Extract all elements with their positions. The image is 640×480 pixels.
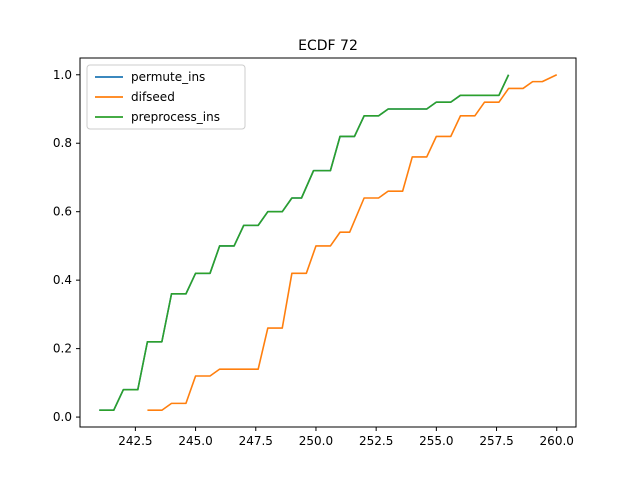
legend-label-preprocess_ins: preprocess_ins	[131, 110, 220, 124]
legend-label-permute_ins: permute_ins	[131, 70, 205, 84]
x-tick-label: 252.5	[359, 434, 393, 448]
x-tick-label: 247.5	[239, 434, 273, 448]
series-line-preprocess_ins	[99, 74, 510, 412]
plot-area	[99, 74, 558, 412]
y-tick-label: 0.0	[53, 410, 72, 424]
y-tick-label: 1.0	[53, 68, 72, 82]
axes-frame	[79, 57, 577, 428]
x-tick-label: 242.5	[118, 434, 152, 448]
y-tick-label: 0.8	[53, 136, 72, 150]
series-line-difseed	[147, 74, 558, 412]
chart-title: ECDF 72	[298, 38, 358, 54]
x-tick-label: 257.5	[479, 434, 513, 448]
y-tick-label: 0.2	[53, 342, 72, 356]
y-tick-label: 0.6	[53, 205, 72, 219]
x-tick-label: 245.0	[178, 434, 212, 448]
y-axis: 0.0 0.2 0.4 0.6 0.8 1.0	[53, 68, 80, 424]
x-axis: 242.5 245.0 247.5 250.0 252.5 255.0 257.5 260.0	[118, 427, 574, 448]
y-tick-label: 0.4	[53, 273, 72, 287]
x-tick-label: 260.0	[540, 434, 574, 448]
x-tick-label: 255.0	[419, 434, 453, 448]
x-tick-label: 250.0	[299, 434, 333, 448]
legend-label-difseed: difseed	[131, 90, 175, 104]
legend-box	[86, 64, 246, 130]
